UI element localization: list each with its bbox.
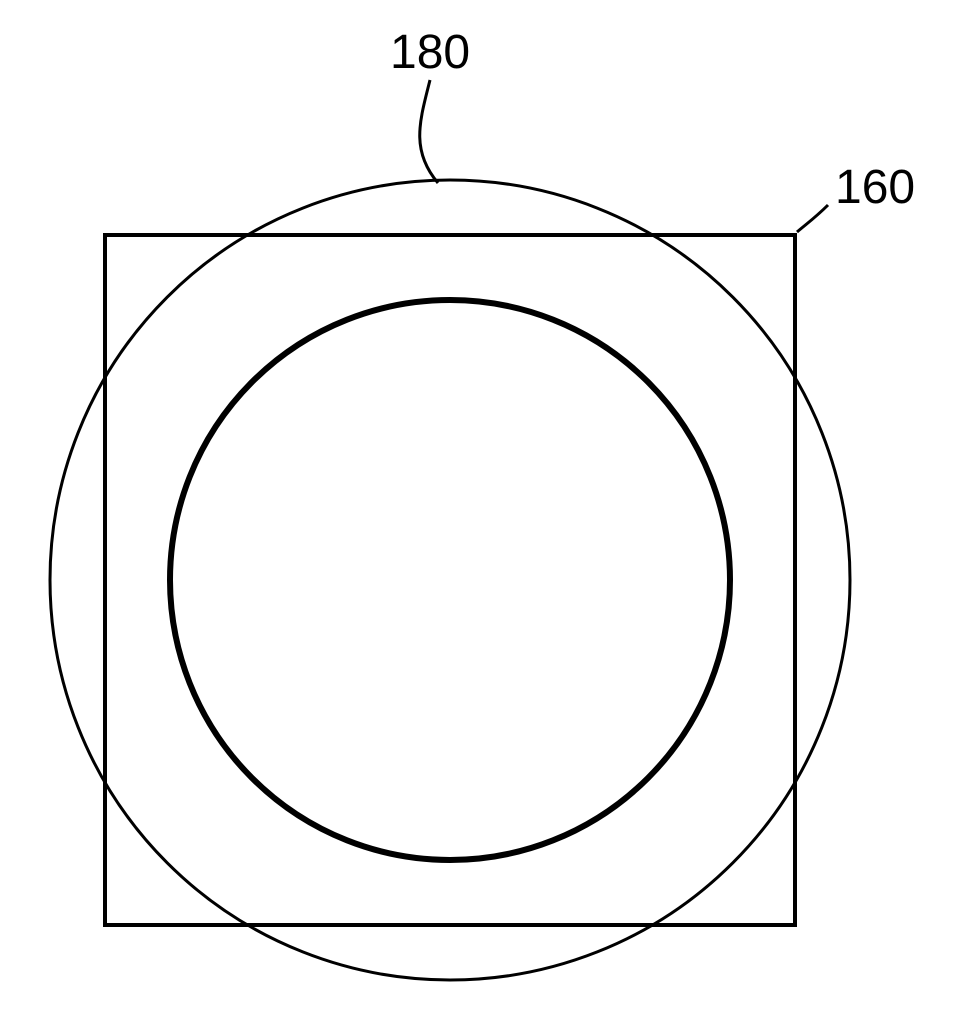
figure-canvas: 180 160 (0, 0, 966, 1017)
inner-circle (170, 300, 730, 860)
leader-160 (797, 205, 828, 232)
figure-svg (0, 0, 966, 1017)
label-180: 180 (390, 25, 470, 80)
leader-180 (420, 80, 438, 183)
square-160 (105, 235, 795, 925)
label-160: 160 (835, 160, 915, 215)
